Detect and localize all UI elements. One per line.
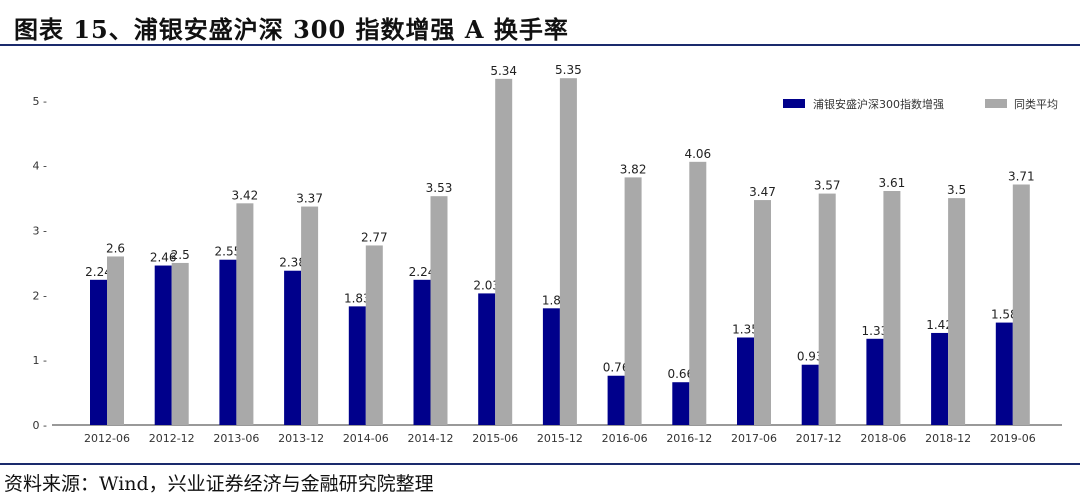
data-label: 2.6 [106,241,125,255]
bar-peer-average [1012,184,1030,425]
x-tick-label: 2014-12 [408,432,454,445]
data-label: 5.34 [490,64,517,78]
legend-label-fund: 浦银安盛沪深300指数增强 [813,97,944,111]
bar-fund [90,279,107,425]
data-label: 1.42 [926,318,953,332]
bar-peer-average [818,193,836,425]
bar-fund [801,364,819,425]
x-tick-label: 2013-06 [213,432,259,445]
data-label: 1.33 [862,324,889,338]
data-label: 0.66 [667,367,694,381]
data-label: 3.5 [947,183,966,197]
bar-fund [737,337,754,425]
x-tick-label: 2017-12 [796,432,842,445]
bar-fund [348,306,366,425]
bar-peer-average [236,203,254,425]
bar-peer-average [365,245,383,425]
data-label: 2.03 [473,278,500,292]
data-label: 2.24 [409,265,436,279]
data-label: 3.37 [296,192,323,206]
source-rule [0,463,1080,465]
data-label: 1.8 [542,293,561,307]
bar-fund [672,382,690,425]
data-label: 2.38 [279,256,306,270]
data-label: 2.55 [215,245,242,259]
figure-title: 图表 15、浦银安盛沪深 300 指数增强 A 换手率 [14,15,569,44]
data-label: 2.5 [171,248,190,262]
data-label: 1.58 [991,308,1018,322]
bar-peer-average [495,78,513,425]
x-tick-label: 2012-06 [84,432,130,445]
bar-fund [219,259,237,425]
bar-peer-average [754,200,771,425]
bar-peer-average [107,256,124,425]
data-label: 3.53 [426,181,453,195]
x-tick-label: 2016-12 [666,432,712,445]
x-tick-label: 2018-06 [860,432,906,445]
data-label: 3.42 [232,188,259,202]
y-tick-label: 3 - [33,225,47,238]
bar-peer-average [171,262,189,425]
bar-fund [866,338,884,425]
data-label: 3.47 [749,185,776,199]
y-tick-label: 5 - [33,95,47,108]
data-label: 3.71 [1008,170,1035,184]
title-rule [0,44,1080,46]
data-label: 4.06 [684,147,711,161]
x-tick-label: 2013-12 [278,432,324,445]
bar-fund [995,322,1013,425]
data-label: 3.61 [879,176,906,190]
data-label: 3.82 [620,162,647,176]
data-label: 1.35 [732,322,759,336]
x-tick-label: 2014-06 [343,432,389,445]
x-tick-label: 2019-06 [990,432,1036,445]
y-tick-label: 1 - [33,354,47,367]
bar-fund [542,308,560,425]
bar-peer-average [948,198,966,425]
bar-peer-average [430,196,448,425]
bar-fund [413,279,431,425]
bar-peer-average [624,177,642,425]
data-label: 0.93 [797,350,824,364]
bar-fund [931,332,949,425]
bar-peer-average [689,161,707,425]
x-tick-label: 2015-12 [537,432,583,445]
bar-peer-average [883,190,901,425]
data-label: 2.77 [361,230,388,244]
y-tick-label: 0 - [33,419,47,432]
bar-fund [284,270,302,425]
legend-label-peer: 同类平均 [1014,97,1058,111]
y-tick-label: 2 - [33,289,47,302]
data-label: 0.76 [603,361,630,375]
y-tick-label: 4 - [33,160,47,173]
data-label: 3.57 [814,179,841,193]
bar-peer-average [301,206,319,425]
x-tick-label: 2015-06 [472,432,518,445]
bar-fund [478,293,496,425]
data-label: 2.46 [150,251,177,265]
data-label: 1.83 [344,291,371,305]
source-note: 资料来源：Wind，兴业证券经济与金融研究院整理 [4,473,434,495]
bar-fund [154,265,172,425]
legend-swatch-fund [783,99,805,108]
legend-swatch-peer [985,99,1007,108]
bar-peer-average [559,78,577,426]
x-tick-label: 2012-12 [149,432,195,445]
bar-fund [607,375,625,425]
x-tick-label: 2017-06 [731,432,777,445]
x-tick-label: 2018-12 [925,432,971,445]
x-tick-label: 2016-06 [602,432,648,445]
data-label: 2.24 [85,265,112,279]
data-label: 5.35 [555,63,582,77]
